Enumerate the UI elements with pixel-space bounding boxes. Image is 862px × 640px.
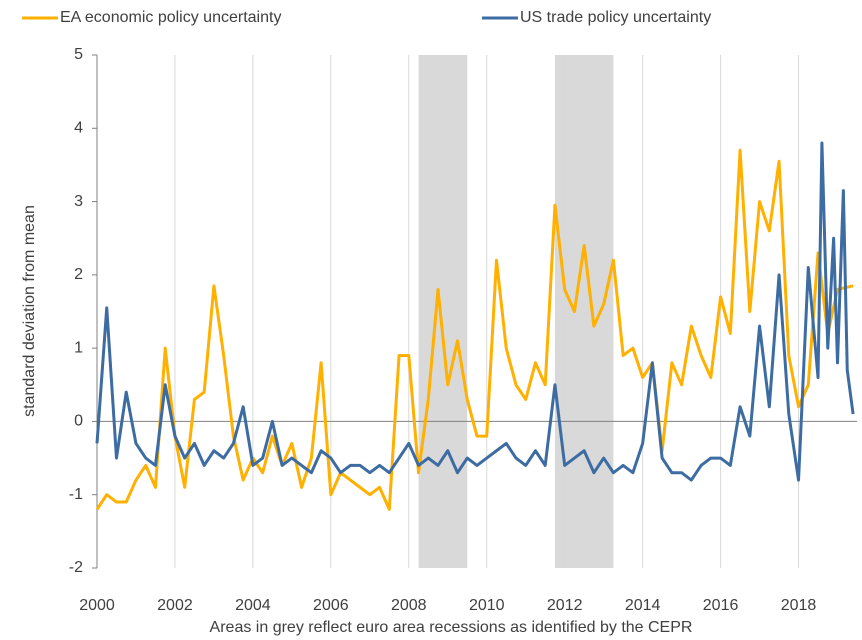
x-tick-label: 2016 (703, 597, 739, 614)
recession-band (554, 55, 614, 568)
x-tick-label: 2012 (547, 597, 583, 614)
y-tick-label: -2 (69, 559, 83, 576)
series-line (95, 148, 854, 511)
y-tick-label: 0 (74, 413, 83, 430)
recession-band (418, 55, 468, 568)
x-tick-label: 2014 (625, 597, 661, 614)
y-tick-label: 2 (74, 266, 83, 283)
series-line (95, 141, 855, 482)
x-tick-label: 2018 (781, 597, 817, 614)
y-tick-label: 1 (74, 339, 83, 356)
x-tick-label: 2006 (313, 597, 349, 614)
x-tick-label: 2002 (157, 597, 193, 614)
legend-label: EA economic policy uncertainty (60, 9, 281, 26)
x-tick-label: 2010 (469, 597, 505, 614)
y-tick-label: 5 (74, 46, 83, 63)
x-tick-label: 2000 (79, 597, 115, 614)
y-tick-label: -1 (69, 486, 83, 503)
legend-label: US trade policy uncertainty (520, 9, 711, 26)
x-tick-label: 2008 (391, 597, 427, 614)
y-tick-label: 3 (74, 193, 83, 210)
x-tick-label: 2004 (235, 597, 271, 614)
caption: Areas in grey reflect euro area recessio… (210, 619, 693, 636)
y-axis-label: standard deviation from mean (21, 205, 38, 417)
y-tick-label: 4 (74, 120, 83, 137)
